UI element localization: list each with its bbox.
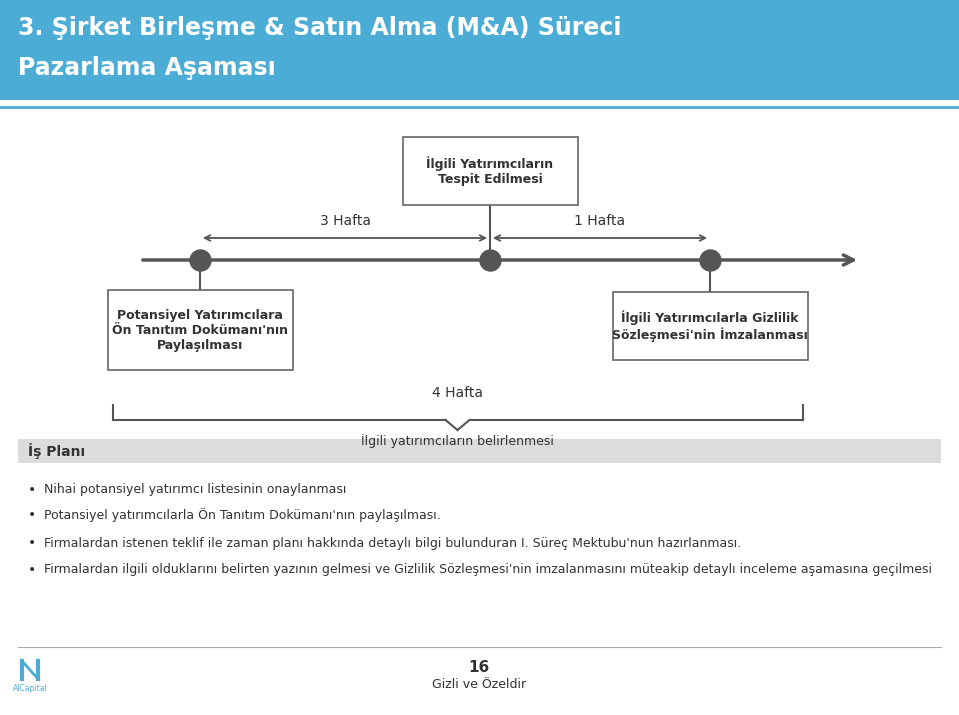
Point <box>702 255 717 266</box>
Text: Gizli ve Özeldir: Gizli ve Özeldir <box>432 679 526 691</box>
Text: •: • <box>28 536 36 550</box>
Text: •: • <box>28 508 36 522</box>
Text: İş Planı: İş Planı <box>28 443 85 459</box>
Text: 3. Şirket Birleşme & Satın Alma (M&A) Süreci: 3. Şirket Birleşme & Satın Alma (M&A) Sü… <box>18 16 621 40</box>
Text: Nihai potansiyel yatırımcı listesinin onaylanması: Nihai potansiyel yatırımcı listesinin on… <box>44 483 346 496</box>
FancyBboxPatch shape <box>18 439 941 463</box>
Text: İlgili Yatırımcılarla Gizlilik
Sözleşmesi'nin İmzalanması: İlgili Yatırımcılarla Gizlilik Sözleşmes… <box>612 310 807 342</box>
Point <box>193 255 208 266</box>
Text: Pazarlama Aşaması: Pazarlama Aşaması <box>18 56 276 80</box>
FancyBboxPatch shape <box>107 290 292 370</box>
Text: 16: 16 <box>468 659 490 674</box>
FancyBboxPatch shape <box>0 0 959 100</box>
Text: İlgili yatırımcıların belirlenmesi: İlgili yatırımcıların belirlenmesi <box>361 434 554 448</box>
Text: İlgili Yatırımcıların
Tespit Edilmesi: İlgili Yatırımcıların Tespit Edilmesi <box>427 156 553 186</box>
Text: Firmalardan istenen teklif ile zaman planı hakkında detaylı bilgi bulunduran I. : Firmalardan istenen teklif ile zaman pla… <box>44 536 741 550</box>
Text: Firmalardan ilgili olduklarını belirten yazının gelmesi ve Gizlilik Sözleşmesi'n: Firmalardan ilgili olduklarını belirten … <box>44 563 932 576</box>
Text: 1 Hafta: 1 Hafta <box>574 214 625 228</box>
Text: Potansiyel Yatırımcılara
Ön Tanıtım Dokümanı'nın
Paylaşılması: Potansiyel Yatırımcılara Ön Tanıtım Dokü… <box>112 308 288 352</box>
Text: •: • <box>28 563 36 577</box>
Text: •: • <box>28 483 36 497</box>
FancyBboxPatch shape <box>403 137 577 205</box>
Text: AlCapital: AlCapital <box>12 684 47 693</box>
Text: 4 Hafta: 4 Hafta <box>432 386 483 400</box>
FancyBboxPatch shape <box>613 292 807 360</box>
Text: Potansiyel yatırımcılarla Ön Tanıtım Dokümanı'nın paylaşılması.: Potansiyel yatırımcılarla Ön Tanıtım Dok… <box>44 508 441 522</box>
Text: 3 Hafta: 3 Hafta <box>319 214 370 228</box>
Point <box>482 255 498 266</box>
